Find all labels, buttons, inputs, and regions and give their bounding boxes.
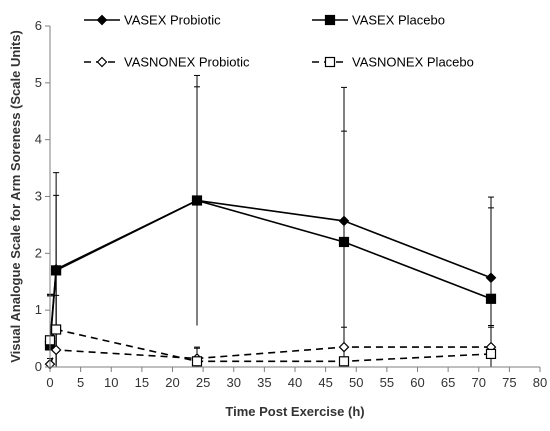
legend: VASEX Probiotic VASEX Placebo VASNONEX Pro… — [84, 13, 474, 70]
x-tick-label: 45 — [318, 375, 332, 390]
y-tick-label: 6 — [35, 18, 42, 33]
x-tick-label: 35 — [257, 375, 271, 390]
data-point — [338, 341, 350, 353]
legend-marker — [96, 56, 108, 68]
legend-item-vasex-placebo: VASEX Placebo — [312, 13, 445, 28]
x-tick-label: 40 — [288, 375, 302, 390]
legend-label: VASEX Placebo — [352, 13, 445, 28]
legend-marker — [96, 14, 108, 26]
y-tick-label: 3 — [35, 189, 42, 204]
data-point — [485, 293, 497, 304]
x-tick-label: 5 — [77, 375, 84, 390]
data-point — [191, 195, 203, 206]
data-point — [191, 356, 203, 367]
error-bars-vasex-placebo — [47, 86, 494, 367]
x-tick-label: 50 — [349, 375, 363, 390]
series-vasex-probiotic — [44, 195, 497, 347]
data-point — [338, 215, 350, 227]
legend-item-vasnonex-placebo: VASNONEX Placebo — [312, 55, 474, 70]
data-point — [50, 344, 62, 356]
y-axis-title: Visual Analogue Scale for Arm Soreness (… — [8, 30, 23, 363]
x-tick-label: 80 — [533, 375, 547, 390]
legend-label: VASNONEX Probiotic — [124, 55, 250, 70]
plot-area — [44, 74, 497, 370]
x-tick-label: 60 — [410, 375, 424, 390]
x-axis-title: Time Post Exercise (h) — [225, 404, 364, 419]
x-tick-label: 70 — [472, 375, 486, 390]
y-tick-label: 1 — [35, 302, 42, 317]
data-point — [51, 324, 62, 335]
x-tick-label: 10 — [104, 375, 118, 390]
data-point — [485, 272, 497, 284]
data-point — [485, 348, 497, 360]
x-tick-label: 25 — [196, 375, 210, 390]
legend-marker — [324, 56, 336, 68]
series-vasnonex-placebo — [44, 324, 497, 367]
data-point — [51, 265, 62, 276]
y-tick-label: 5 — [35, 75, 42, 90]
data-point — [338, 356, 350, 367]
x-tick-label: 15 — [135, 375, 149, 390]
series-line — [49, 328, 492, 363]
data-point — [338, 236, 350, 248]
x-tick-label: 0 — [46, 375, 53, 390]
x-tick-label: 55 — [380, 375, 394, 390]
series-vasex-placebo — [44, 195, 497, 351]
legend-marker — [324, 14, 336, 26]
y-tick-label: 2 — [35, 245, 42, 260]
legend-item-vasnonex-probiotic: VASNONEX Probiotic — [84, 55, 250, 70]
y-tick-label: 4 — [35, 132, 42, 147]
legend-label: VASEX Probiotic — [124, 13, 221, 28]
series-line — [49, 199, 492, 346]
x-tick-label: 30 — [227, 375, 241, 390]
legend-item-vasex-probiotic: VASEX Probiotic — [84, 13, 221, 28]
x-tick-label: 20 — [165, 375, 179, 390]
x-tick-label: 75 — [502, 375, 516, 390]
series-vasnonex-probiotic — [44, 341, 497, 370]
error-bars-vasnonex-placebo — [47, 294, 494, 367]
x-tick-label: 65 — [441, 375, 455, 390]
legend-label: VASNONEX Placebo — [352, 55, 474, 70]
y-tick-label: 0 — [35, 359, 42, 374]
